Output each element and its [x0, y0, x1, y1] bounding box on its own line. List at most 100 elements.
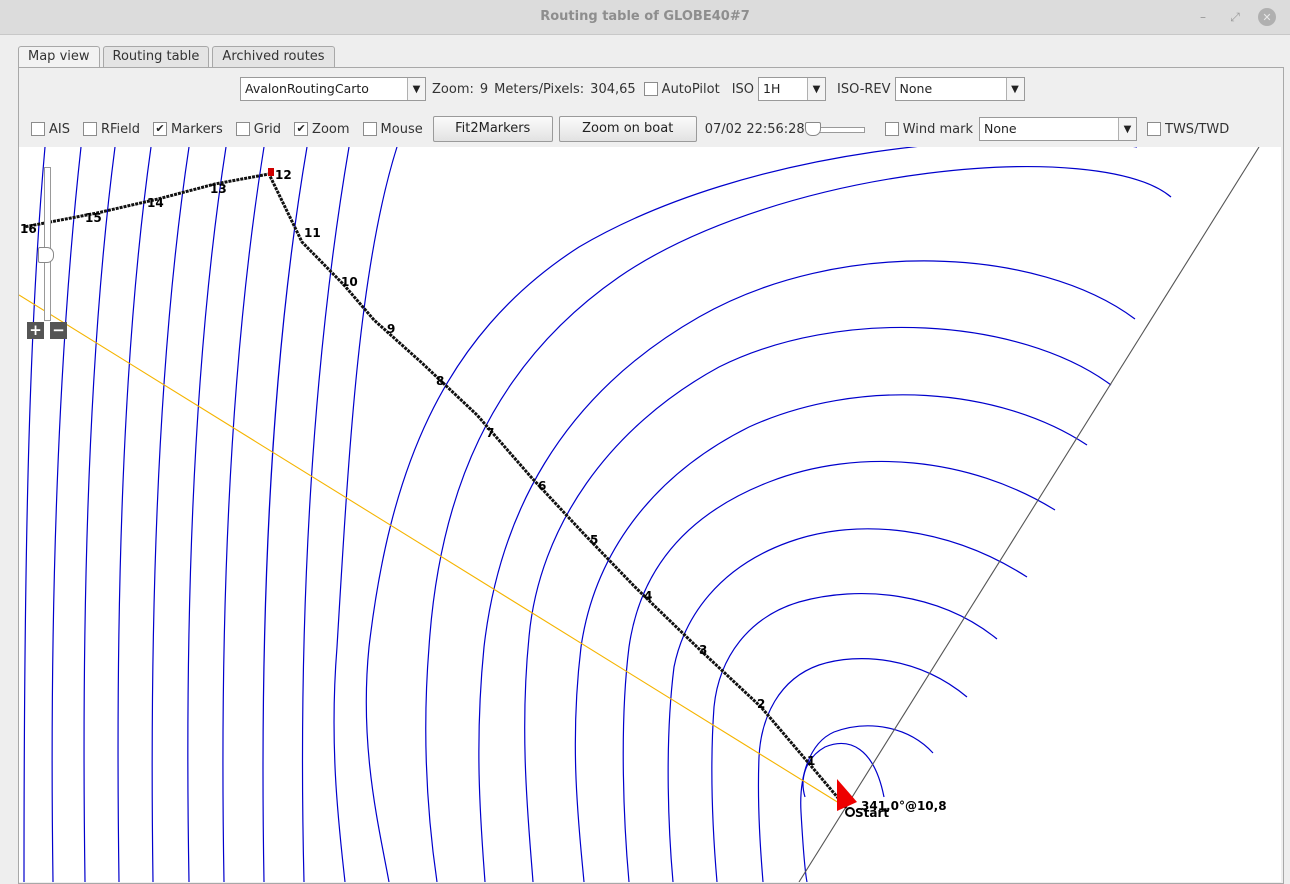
iso-label: ISO	[731, 81, 755, 97]
zoom-slider-rail[interactable]	[44, 167, 51, 321]
isochrone-line	[800, 725, 934, 882]
zoom-box[interactable]: ✔	[294, 122, 309, 136]
zoom-slider-knob[interactable]	[38, 247, 54, 263]
zoom-in-button[interactable]: +	[27, 322, 44, 339]
mouse-checkbox[interactable]: Mouse	[362, 121, 423, 137]
markers-box[interactable]: ✔	[153, 122, 168, 136]
windmark-box[interactable]	[884, 122, 899, 136]
toolbar-row-1: AvalonRoutingCarto ▼ Zoom: 9 Meters/Pixe…	[19, 77, 1283, 101]
datetime-label: 07/02 22:56:28	[704, 121, 805, 137]
isochrone-line	[802, 743, 885, 798]
isochrone-lines	[23, 147, 1172, 882]
time-slider[interactable]	[804, 122, 865, 136]
tws-twd-box[interactable]	[1147, 122, 1162, 136]
chevron-down-icon: ▼	[1005, 78, 1024, 100]
rfield-box[interactable]	[82, 122, 97, 136]
isochrone-line	[117, 147, 152, 882]
rfield-checkbox[interactable]: RField	[82, 121, 141, 137]
tws-twd-checkbox[interactable]: TWS/TWD	[1147, 122, 1229, 137]
autopilot-checkbox[interactable]: AutoPilot	[643, 81, 720, 97]
fit2markers-button[interactable]: Fit2Markers	[432, 116, 553, 142]
isochrone-line	[151, 147, 190, 882]
isorev-select[interactable]: None ▼	[894, 77, 1025, 101]
chevron-down-icon: ▼	[807, 78, 826, 100]
zoom-out-button[interactable]: −	[50, 322, 67, 339]
waypoint-label: 3	[699, 643, 707, 657]
windmark-checkbox[interactable]: Wind mark	[884, 121, 974, 137]
isochrone-line	[478, 260, 1136, 882]
window-title: Routing table of GLOBE40#7	[540, 9, 750, 24]
isochrone-line	[83, 147, 116, 882]
windmark-label: Wind mark	[902, 121, 974, 137]
window-titlebar: Routing table of GLOBE40#7 – ⤢ ✕	[0, 0, 1290, 35]
meters-per-pixel-label: Meters/Pixels:	[494, 81, 585, 97]
isochrone-line	[667, 528, 1028, 882]
map-zoom-slider[interactable]	[38, 167, 54, 337]
isochrone-line	[301, 147, 350, 882]
chevron-down-icon: ▼	[407, 78, 425, 100]
isorev-label: ISO-REV	[837, 81, 891, 97]
ais-checkbox[interactable]: AIS	[31, 122, 70, 137]
isorev-value: None	[899, 81, 933, 96]
tab-routing-table[interactable]: Routing table	[102, 46, 210, 67]
map-canvas[interactable]: 1 2 3 4 5 6 7 8 9 10 11 12 13 14 15 16 S…	[19, 147, 1281, 882]
isochrone-line	[23, 147, 46, 882]
ais-label: AIS	[49, 121, 70, 137]
minimize-icon[interactable]: –	[1200, 10, 1206, 24]
chevron-down-icon: ▼	[1118, 118, 1137, 140]
start-label: Start	[855, 806, 889, 820]
route-waypoints: 1 2 3 4 5 6 7 8 9 10 11 12 13 14 15 16	[20, 168, 815, 768]
grid-box[interactable]	[235, 122, 250, 136]
isochrone-line	[757, 658, 968, 882]
waypoint-label: 6	[538, 479, 546, 493]
grid-label: Grid	[253, 121, 282, 137]
waypoint-label: 15	[85, 211, 102, 225]
zoom-checkbox[interactable]: ✔ Zoom	[294, 121, 350, 137]
isochrone-line	[425, 166, 1172, 882]
close-icon[interactable]: ✕	[1258, 8, 1276, 26]
iso-select[interactable]: 1H ▼	[758, 77, 827, 101]
maximize-icon[interactable]: ⤢	[1230, 9, 1240, 24]
isochrone-line	[187, 147, 227, 882]
tab-map-view[interactable]: Map view	[18, 46, 100, 68]
waypoint-label: 14	[147, 196, 164, 210]
zoom-on-boat-button[interactable]: Zoom on boat	[558, 116, 697, 142]
iso-value: 1H	[763, 81, 781, 96]
toolbar-row-2: AIS RField ✔ Markers Grid ✔ Zoom Mouse F…	[19, 116, 1283, 142]
isochrone-line	[262, 147, 308, 882]
start-marker	[845, 807, 855, 817]
polar-limit-line	[798, 147, 1260, 882]
isochrone-line	[333, 147, 398, 882]
zoom-checkbox-label: Zoom	[312, 121, 350, 137]
tab-archived-routes[interactable]: Archived routes	[212, 46, 335, 67]
map-svg[interactable]: 1 2 3 4 5 6 7 8 9 10 11 12 13 14 15 16 S…	[19, 147, 1281, 882]
route-line	[23, 172, 851, 812]
mouse-box[interactable]	[362, 122, 377, 136]
autopilot-box[interactable]	[643, 82, 658, 96]
autopilot-label: AutoPilot	[661, 81, 720, 97]
mouse-label: Mouse	[380, 121, 423, 137]
isochrone-line	[222, 147, 265, 882]
markers-label: Markers	[171, 121, 223, 137]
windmark-select[interactable]: None ▼	[979, 117, 1138, 141]
waypoint-label: 7	[486, 426, 494, 440]
wind-label: 341,0°@10,8	[861, 799, 947, 813]
route-end-marker	[268, 168, 274, 176]
isochrone-line	[574, 394, 1088, 882]
zoom-label: Zoom:	[432, 81, 474, 97]
time-slider-thumb[interactable]	[804, 122, 821, 136]
orthodromy-line	[19, 294, 840, 804]
waypoint-label: 8	[436, 374, 444, 388]
waypoint-label: 16	[20, 222, 37, 236]
waypoint-label: 9	[387, 322, 395, 336]
waypoint-label: 2	[757, 697, 765, 711]
grid-checkbox[interactable]: Grid	[235, 121, 282, 137]
map-provider-select[interactable]: AvalonRoutingCarto ▼	[240, 77, 426, 101]
rfield-label: RField	[100, 121, 141, 137]
isochrone-line	[365, 147, 1137, 882]
isochrone-line	[711, 592, 998, 882]
isochrone-line	[524, 326, 1112, 882]
markers-checkbox[interactable]: ✔ Markers	[153, 122, 223, 137]
tws-twd-label: TWS/TWD	[1165, 121, 1230, 137]
ais-box[interactable]	[31, 122, 45, 136]
